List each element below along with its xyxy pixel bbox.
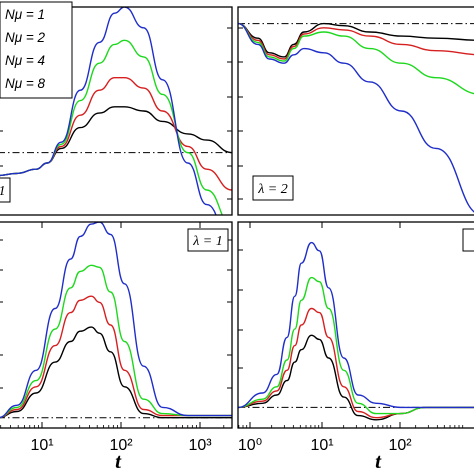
plot-frame bbox=[0, 221, 233, 429]
legend-entry-4: Nμ = 8 bbox=[5, 76, 46, 91]
panel-label-box bbox=[462, 228, 474, 252]
plot-frame bbox=[237, 221, 474, 429]
legend-entry-3: Nμ = 4 bbox=[5, 53, 45, 68]
series-line-2 bbox=[0, 295, 232, 419]
series-line-3 bbox=[238, 276, 474, 415]
series-line-1 bbox=[238, 22, 474, 58]
panel-label-box bbox=[0, 177, 11, 203]
x-axis-title-left: t bbox=[115, 449, 122, 473]
series-line-3 bbox=[0, 264, 232, 419]
panel-label: λ = 2 bbox=[257, 182, 288, 197]
series-line-4 bbox=[238, 241, 474, 409]
panel-top-right: λ = 2 bbox=[237, 6, 474, 216]
series-line-3 bbox=[238, 22, 474, 95]
x-tick-label: 10⁰ bbox=[238, 437, 262, 454]
series-line-1 bbox=[0, 106, 232, 177]
x-tick-label: 10² bbox=[388, 437, 412, 454]
panel-label: λ = 1 bbox=[192, 234, 223, 249]
panel-label: 1 bbox=[0, 184, 6, 199]
series-line-1 bbox=[0, 326, 232, 419]
panels: 1 λ = 2 10¹ 10² 10³ λ = 1 10⁰ 10¹ 10² bbox=[0, 6, 474, 454]
legend: Nμ = 1 Nμ = 2 Nμ = 4 Nμ = 8 bbox=[0, 1, 73, 99]
panel-label-box bbox=[187, 228, 229, 252]
panel-bottom-right: 10⁰ 10¹ 10² bbox=[237, 221, 474, 454]
x-axis-title-right: t bbox=[375, 449, 382, 473]
panel-bottom-left: 10¹ 10² 10³ λ = 1 bbox=[0, 221, 233, 454]
series-line-4 bbox=[0, 7, 217, 215]
x-tick-label: 10¹ bbox=[30, 437, 53, 454]
panel-label-box bbox=[252, 175, 294, 201]
series-line-4 bbox=[238, 22, 474, 213]
plot-frame bbox=[0, 6, 233, 216]
panel-top-left: 1 bbox=[0, 6, 233, 216]
legend-entry-1: Nμ = 1 bbox=[5, 7, 45, 22]
x-tick-label: 10¹ bbox=[310, 437, 333, 454]
plot-frame bbox=[237, 6, 474, 216]
series-line-2 bbox=[238, 22, 474, 60]
x-tick-label: 10³ bbox=[188, 437, 212, 454]
legend-box bbox=[0, 1, 73, 99]
legend-entry-2: Nμ = 2 bbox=[5, 30, 46, 45]
x-tick-label: 10² bbox=[109, 437, 133, 454]
